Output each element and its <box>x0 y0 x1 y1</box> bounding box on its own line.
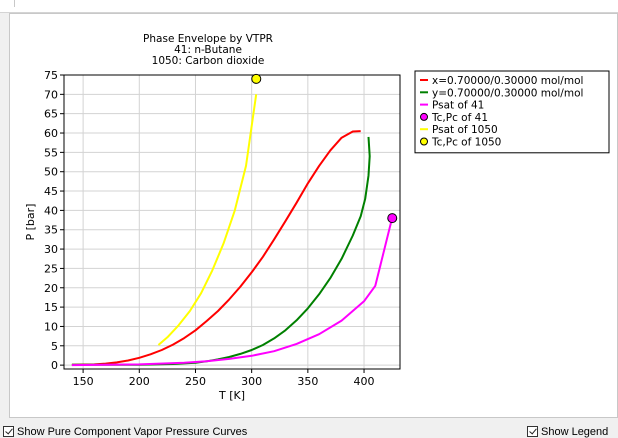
plot-border <box>63 74 401 370</box>
y-tick-label: 40 <box>44 204 58 217</box>
x-tick-label: 350 <box>297 375 318 388</box>
y-axis-label: P [bar] <box>24 204 37 241</box>
y-tick-label: 75 <box>44 69 58 82</box>
x-axis-label: T [K] <box>218 389 245 402</box>
y-tick-label: 20 <box>44 282 58 295</box>
y-tick-label: 60 <box>44 127 58 140</box>
checkbox-checked-icon[interactable] <box>527 426 538 437</box>
y-tick-label: 55 <box>44 146 58 159</box>
show-pure-curves-label: Show Pure Component Vapor Pressure Curve… <box>17 425 248 438</box>
y-tick-label: 15 <box>44 301 58 314</box>
chart-title-line: 1050: Carbon dioxide <box>152 55 265 67</box>
y-tick-label: 45 <box>44 185 58 198</box>
top-tick <box>14 0 15 7</box>
y-tick-label: 30 <box>44 243 58 256</box>
legend-marker-swatch <box>420 112 428 121</box>
show-legend-label: Show Legend <box>541 425 609 438</box>
show-legend-checkbox[interactable]: Show Legend <box>527 425 608 438</box>
critical-point-tc-pc-of-1050 <box>251 73 262 84</box>
series-line-x-0-70000-0-30000-mol-mol <box>71 130 361 366</box>
y-tick-label: 35 <box>44 224 58 237</box>
legend-box <box>414 70 610 154</box>
y-tick-label: 70 <box>44 88 58 101</box>
series-line-psat-of-41 <box>71 217 394 367</box>
legend-entry-label: Psat of 1050 <box>432 124 498 136</box>
phase-envelope-chart: 150 200 250 300 350 400 0 5 10 15 20 25 30 35 40 45 50 55… <box>24 33 610 402</box>
x-tick-label: 200 <box>129 375 150 388</box>
y-tick-label: 25 <box>44 262 58 275</box>
checkbox-checked-icon[interactable] <box>3 426 14 437</box>
y-tick-label: 65 <box>44 108 58 121</box>
legend-entry-label: Tc,Pc of 1050 <box>431 137 501 149</box>
y-tick-label: 10 <box>44 320 58 333</box>
bottom-bar: Show Pure Component Vapor Pressure Curve… <box>0 419 618 438</box>
legend-entry-label: Tc,Pc of 41 <box>431 112 488 124</box>
critical-point-tc-pc-of-41 <box>387 213 398 224</box>
chart-title-line: 41: n-Butane <box>174 44 242 56</box>
legend-marker-swatch <box>420 137 428 146</box>
legend-entry-label: Psat of 41 <box>432 100 484 112</box>
plot-panel: 150 200 250 300 350 400 0 5 10 15 20 25 30 35 40 45 50 55… <box>9 13 618 418</box>
x-tick-label: 400 <box>354 375 375 388</box>
legend-entry-label: y=0.70000/0.30000 mol/mol <box>432 87 583 99</box>
legend-entry-label: x=0.70000/0.30000 mol/mol <box>432 75 583 87</box>
plot-area <box>64 75 400 369</box>
x-tick-label: 250 <box>185 375 206 388</box>
top-strip <box>0 0 618 13</box>
series-line-psat-of-1050 <box>157 94 258 346</box>
y-tick-label: 50 <box>44 166 58 179</box>
x-tick-label: 150 <box>73 375 94 388</box>
show-pure-curves-checkbox[interactable]: Show Pure Component Vapor Pressure Curve… <box>3 425 247 438</box>
y-tick-label: 0 <box>51 359 58 372</box>
chart-title-line: Phase Envelope by VTPR <box>143 33 273 45</box>
y-tick-label: 5 <box>51 340 58 353</box>
x-tick-label: 300 <box>241 375 262 388</box>
